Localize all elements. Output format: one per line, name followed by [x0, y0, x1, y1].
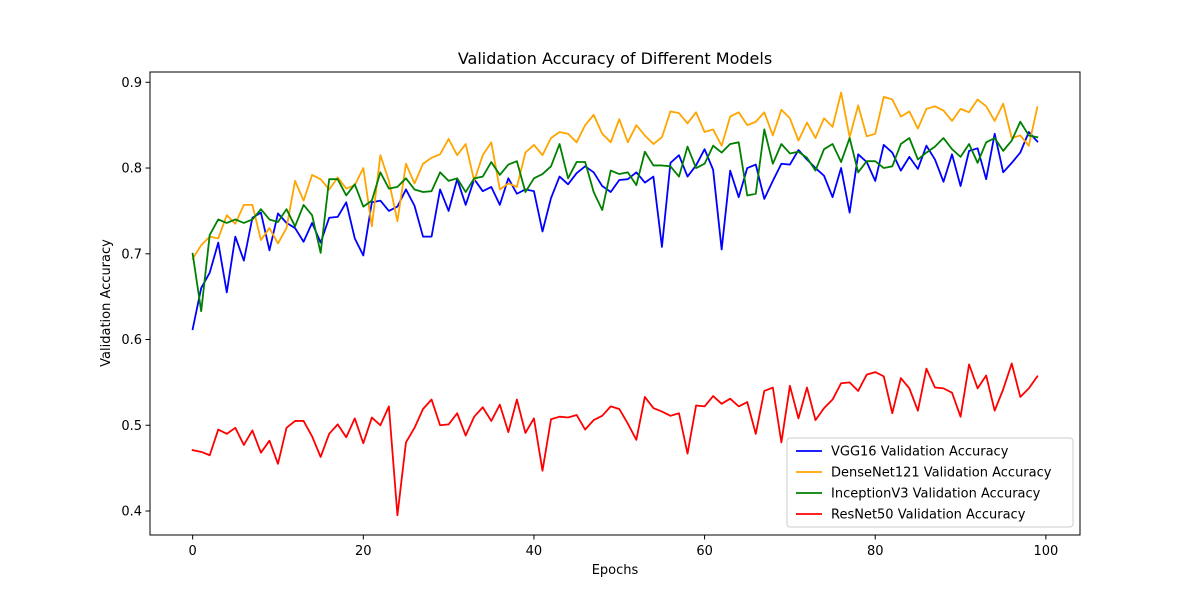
legend-label-3: ResNet50 Validation Accuracy — [831, 508, 1026, 523]
legend-label-0: VGG16 Validation Accuracy — [831, 445, 1009, 460]
series-line-3 — [191, 362, 1039, 517]
y-tick-label: 0.9 — [121, 76, 142, 91]
x-tick-label: 80 — [867, 544, 884, 559]
series-line-1 — [191, 91, 1039, 261]
y-axis-ticks: 0.4 0.5 0.6 0.7 0.8 0.9 — [121, 76, 150, 519]
series-line-0 — [191, 131, 1039, 331]
chart-title: Validation Accuracy of Different Models — [458, 49, 772, 68]
legend-label-1: DenseNet121 Validation Accuracy — [831, 466, 1052, 481]
y-tick-label: 0.4 — [121, 504, 142, 519]
series-line-2 — [191, 120, 1039, 313]
y-tick-label: 0.5 — [121, 419, 142, 434]
axes-frame — [149, 71, 1081, 536]
x-tick-label: 20 — [355, 544, 372, 559]
x-axis-label: Epochs — [592, 563, 639, 578]
y-tick-label: 0.7 — [121, 247, 142, 262]
legend: VGG16 Validation Accuracy DenseNet121 Val… — [786, 437, 1074, 528]
x-tick-label: 60 — [696, 544, 713, 559]
y-tick-label: 0.6 — [121, 333, 142, 348]
series-layer — [191, 91, 1039, 517]
plot-area: 0 20 40 60 80 100 0.4 0.5 0.6 0.7 0.8 0.9 — [121, 71, 1081, 559]
x-tick-label: 0 — [189, 544, 197, 559]
y-axis-label: Validation Accuracy — [99, 239, 114, 367]
x-tick-label: 100 — [1033, 544, 1058, 559]
x-axis-ticks: 0 20 40 60 80 100 — [189, 535, 1058, 559]
legend-box — [786, 437, 1074, 528]
legend-label-2: InceptionV3 Validation Accuracy — [831, 487, 1041, 502]
x-tick-label: 40 — [526, 544, 543, 559]
y-tick-label: 0.8 — [121, 162, 142, 177]
